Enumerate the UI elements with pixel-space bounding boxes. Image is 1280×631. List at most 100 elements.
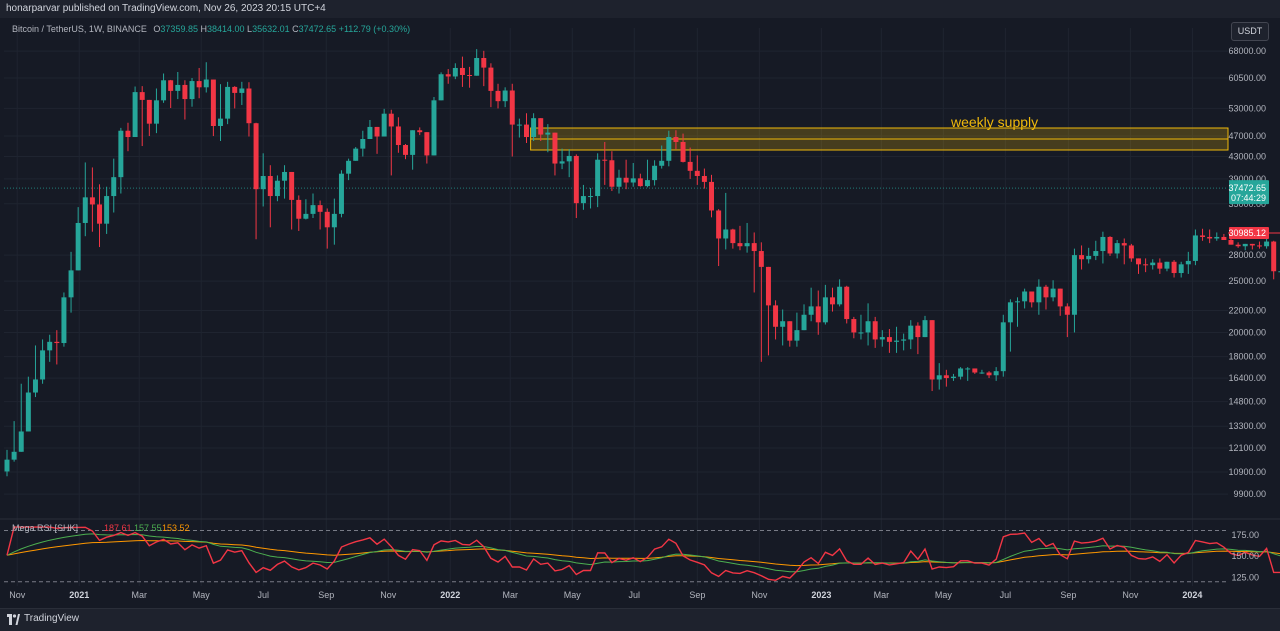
candle-body[interactable] [851, 319, 857, 333]
candle-body[interactable] [886, 337, 892, 342]
candle-body[interactable] [566, 155, 572, 162]
candle-body[interactable] [481, 58, 487, 68]
candle-body[interactable] [1135, 258, 1141, 265]
candle-body[interactable] [282, 171, 288, 181]
candle-body[interactable] [1264, 241, 1270, 247]
candle-body[interactable] [488, 67, 494, 91]
candle-body[interactable] [18, 431, 24, 452]
candle-body[interactable] [822, 297, 828, 323]
candle-body[interactable] [523, 124, 529, 138]
candle-body[interactable] [1150, 262, 1156, 266]
candle-body[interactable] [403, 145, 409, 155]
candle-body[interactable] [452, 67, 458, 77]
candle-body[interactable] [1271, 241, 1277, 272]
candle-body[interactable] [338, 173, 344, 214]
candle-body[interactable] [808, 306, 814, 315]
candle-body[interactable] [1000, 322, 1006, 372]
candle-body[interactable] [644, 180, 650, 187]
candle-body[interactable] [595, 159, 601, 197]
candle-body[interactable] [474, 58, 480, 76]
candle-body[interactable] [879, 337, 885, 340]
candle-body[interactable] [438, 74, 444, 101]
candle-body[interactable] [680, 141, 686, 162]
candle-body[interactable] [1192, 235, 1198, 261]
candle-body[interactable] [1121, 243, 1127, 246]
candle-body[interactable] [1093, 251, 1099, 256]
candle-body[interactable] [509, 90, 515, 125]
candle-body[interactable] [253, 123, 259, 190]
candle-body[interactable] [89, 197, 95, 205]
candle-body[interactable] [972, 368, 978, 373]
candle-body[interactable] [388, 113, 394, 127]
candle-body[interactable] [495, 90, 501, 102]
candle-body[interactable] [1256, 245, 1262, 247]
candle-body[interactable] [353, 148, 359, 161]
candle-body[interactable] [217, 118, 223, 126]
candle-body[interactable] [915, 325, 921, 338]
candle-body[interactable] [943, 375, 949, 379]
candle-body[interactable] [637, 178, 643, 187]
candle-body[interactable] [274, 180, 280, 197]
candle-body[interactable] [950, 376, 956, 379]
candle-body[interactable] [958, 368, 964, 377]
candle-body[interactable] [780, 321, 786, 327]
candle-body[interactable] [1164, 261, 1170, 269]
candle-body[interactable] [417, 130, 423, 133]
candle-body[interactable] [40, 350, 46, 380]
candle-body[interactable] [324, 211, 330, 228]
candle-body[interactable] [858, 332, 864, 334]
candle-body[interactable] [829, 297, 835, 305]
candle-body[interactable] [1114, 243, 1120, 254]
candle-body[interactable] [210, 79, 216, 126]
candle-body[interactable] [459, 67, 465, 75]
candle-body[interactable] [687, 161, 693, 171]
candle-body[interactable] [1128, 245, 1134, 259]
candle-body[interactable] [908, 325, 914, 340]
candle-body[interactable] [1278, 271, 1280, 273]
candle-body[interactable] [815, 306, 821, 323]
candle-body[interactable] [381, 113, 387, 137]
candle-body[interactable] [666, 137, 672, 161]
candle-body[interactable] [139, 92, 145, 100]
candle-body[interactable] [75, 222, 81, 271]
candle-body[interactable] [431, 100, 437, 156]
candle-body[interactable] [765, 266, 771, 306]
candle-body[interactable] [758, 251, 764, 267]
candle-body[interactable] [246, 88, 252, 124]
candle-body[interactable] [545, 132, 551, 135]
candle-body[interactable] [716, 210, 722, 239]
candle-body[interactable] [609, 160, 615, 187]
candle-body[interactable] [467, 74, 473, 76]
candle-body[interactable] [360, 138, 366, 149]
candle-body[interactable] [709, 181, 715, 211]
candle-body[interactable] [787, 321, 793, 341]
candle-body[interactable] [153, 100, 159, 124]
candle-body[interactable] [1242, 243, 1248, 247]
candle-body[interactable] [837, 286, 843, 305]
candle-body[interactable] [182, 84, 188, 100]
candle-body[interactable] [61, 297, 67, 344]
candle-body[interactable] [161, 80, 167, 101]
candle-body[interactable] [701, 176, 707, 182]
candle-body[interactable] [267, 176, 273, 197]
candle-body[interactable] [1143, 264, 1149, 266]
candle-body[interactable] [986, 372, 992, 376]
candle-body[interactable] [395, 126, 401, 146]
candle-body[interactable] [1185, 260, 1191, 265]
candle-body[interactable] [538, 118, 544, 135]
candle-body[interactable] [125, 130, 131, 138]
candle-body[interactable] [196, 81, 202, 88]
chart-area[interactable]: weekly supply 68000.00 60500.00 53000.00 470… [0, 18, 1280, 608]
candle-body[interactable] [367, 126, 373, 139]
candle-body[interactable] [573, 155, 579, 204]
candle-body[interactable] [1157, 262, 1163, 269]
candle-body[interactable] [1207, 236, 1213, 239]
candle-body[interactable] [97, 204, 103, 224]
candlestick-chart[interactable]: weekly supply 68000.00 60500.00 53000.00 470… [0, 18, 1280, 608]
candle-body[interactable] [303, 213, 309, 219]
candle-body[interactable] [175, 84, 181, 91]
candle-body[interactable] [118, 130, 124, 178]
candle-body[interactable] [979, 372, 985, 374]
candle-body[interactable] [1071, 255, 1077, 315]
candle-body[interactable] [1086, 255, 1092, 260]
